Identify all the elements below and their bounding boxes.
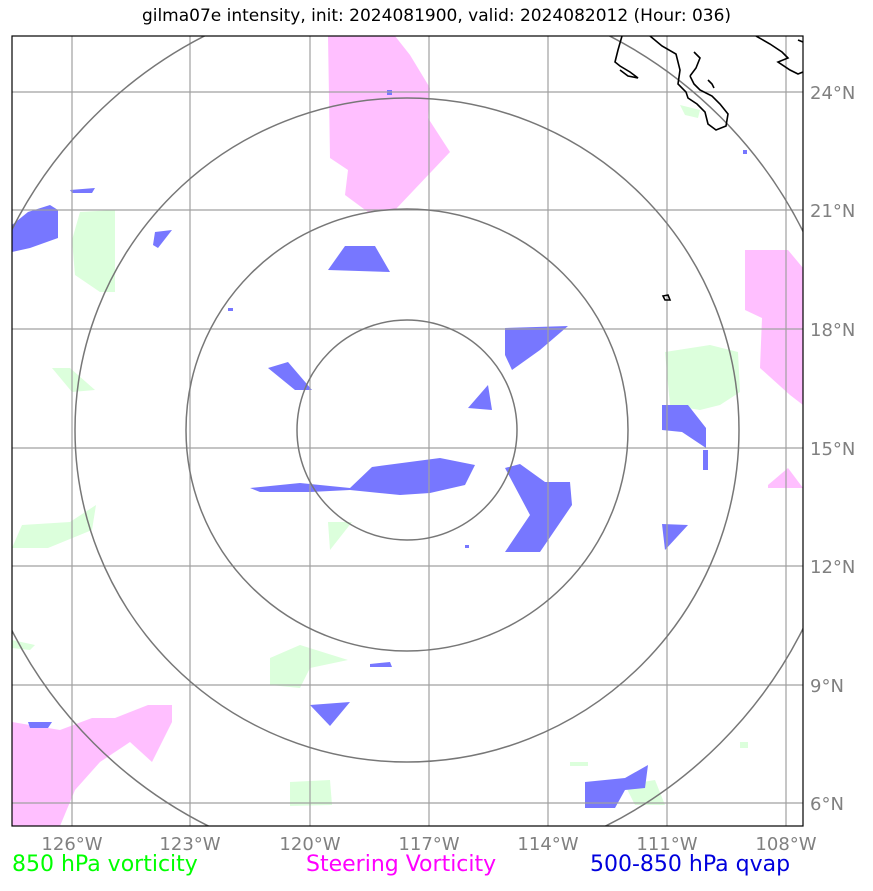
- lat-label: 24°N: [810, 83, 855, 104]
- qvap-region: [153, 230, 172, 248]
- qvap-region: [703, 450, 708, 470]
- qvap-region: [465, 545, 469, 548]
- qvap-region: [662, 524, 688, 550]
- qvap-region: [585, 765, 648, 808]
- legend-qvap: 500-850 hPa qvap: [590, 852, 791, 877]
- range-rings: [12, 36, 803, 826]
- lon-label: 114°W: [517, 834, 578, 855]
- vorticity-850-region: [740, 742, 748, 748]
- qvap-region: [370, 662, 392, 667]
- vorticity-850-region: [12, 505, 96, 548]
- qvap-region: [505, 464, 572, 552]
- vorticity-850-region: [328, 522, 352, 550]
- qvap-region: [743, 150, 747, 154]
- vorticity-850-region: [665, 345, 740, 410]
- coastline: [614, 36, 803, 301]
- qvap-region: [505, 326, 568, 370]
- lat-label: 6°N: [810, 794, 844, 815]
- lon-label: 117°W: [398, 834, 459, 855]
- lon-label: 120°W: [279, 834, 340, 855]
- range-ring-3: [74, 97, 740, 763]
- vorticity-850-layer: [12, 105, 748, 806]
- qvap-region: [468, 385, 492, 410]
- lat-tick-labels: 24°N 21°N 18°N 15°N 12°N 9°N 6°N: [810, 83, 855, 815]
- qvap-layer: [12, 90, 747, 808]
- map-title: gilma07e intensity, init: 2024081900, va…: [141, 6, 732, 26]
- lon-label: 111°W: [636, 834, 697, 855]
- qvap-region: [662, 405, 706, 448]
- qvap-region: [228, 308, 233, 311]
- qvap-region: [28, 722, 52, 728]
- lon-label: 126°W: [41, 834, 102, 855]
- lon-tick-labels: 126°W 123°W 120°W 117°W 114°W 111°W 108°…: [41, 834, 816, 855]
- lat-label: 21°N: [810, 201, 855, 222]
- legend-850-vorticity: 850 hPa vorticity: [12, 852, 198, 877]
- range-ring-1: [296, 319, 518, 541]
- qvap-region: [310, 702, 350, 726]
- qvap-region: [268, 362, 312, 390]
- lat-label: 18°N: [810, 320, 855, 341]
- qvap-region: [328, 246, 390, 272]
- lon-label: 123°W: [159, 834, 220, 855]
- vorticity-850-region: [270, 645, 348, 688]
- steering-vorticity-region: [12, 705, 172, 826]
- vorticity-850-region: [12, 640, 35, 650]
- lon-label: 108°W: [755, 834, 816, 855]
- vorticity-850-region: [290, 780, 332, 806]
- vorticity-850-region: [72, 210, 115, 292]
- vorticity-850-region: [52, 368, 95, 392]
- legend-steering-vorticity: Steering Vorticity: [306, 852, 497, 877]
- lat-label: 9°N: [810, 676, 844, 697]
- steering-vorticity-region: [745, 250, 803, 405]
- steering-vorticity-layer: [12, 36, 803, 826]
- vorticity-850-region: [680, 105, 700, 118]
- graticule: [12, 36, 803, 826]
- qvap-region: [70, 188, 95, 193]
- lat-label: 12°N: [810, 557, 855, 578]
- plot-frame: [11, 35, 804, 827]
- qvap-region: [12, 205, 58, 252]
- range-ring-2: [185, 208, 629, 652]
- lat-label: 15°N: [810, 439, 855, 460]
- steering-vorticity-region: [328, 36, 450, 212]
- qvap-region: [250, 458, 475, 495]
- vorticity-850-region: [570, 762, 588, 766]
